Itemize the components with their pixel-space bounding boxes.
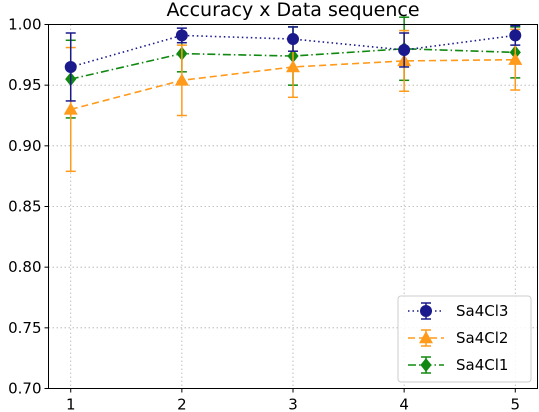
legend-marker	[420, 358, 432, 372]
legend-item-sa4cl2: Sa4Cl2	[408, 329, 508, 347]
y-tick-label: 0.80	[8, 258, 41, 276]
x-tick-label: 5	[510, 396, 520, 412]
data-point	[398, 43, 411, 56]
x-tick-label: 1	[66, 396, 76, 412]
legend-item-sa4cl1: Sa4Cl1	[408, 356, 508, 374]
y-tick-label: 0.95	[8, 76, 41, 94]
data-point	[63, 102, 78, 115]
y-tick-label: 0.85	[8, 198, 41, 216]
legend-label: Sa4Cl3	[456, 302, 508, 320]
chart-title: Accuracy x Data sequence	[166, 0, 419, 21]
legend-item-sa4cl3: Sa4Cl3	[408, 302, 508, 320]
data-point	[286, 59, 300, 73]
data-point	[508, 52, 523, 65]
x-tick-label: 2	[177, 396, 187, 412]
data-point	[174, 73, 189, 86]
legend-label: Sa4Cl2	[456, 329, 508, 347]
data-point	[175, 29, 188, 42]
legend-box	[397, 295, 532, 383]
x-tick-label: 3	[288, 396, 298, 412]
y-tick-label: 0.70	[8, 380, 41, 398]
data-point	[64, 60, 77, 73]
legend-marker	[420, 305, 432, 317]
legend-label: Sa4Cl1	[456, 356, 508, 374]
series-line	[70, 34, 516, 68]
series-sa4cl3	[64, 24, 522, 102]
data-point	[287, 33, 299, 46]
x-tick-label: 4	[399, 396, 409, 412]
y-tick-label: 1.00	[8, 16, 41, 34]
axes: 0.70 0.75 0.80 0.85 0.90 0.95 1.00 1 2 3 4 5	[8, 16, 520, 412]
y-tick-label: 0.90	[8, 137, 41, 155]
series-line	[70, 47, 516, 80]
plot-series	[63, 16, 523, 173]
y-tick-label: 0.75	[8, 319, 41, 337]
data-point	[509, 29, 522, 42]
legend: Sa4Cl3 Sa4Cl2 Sa4Cl1	[397, 295, 532, 383]
legend-marker	[419, 331, 433, 344]
